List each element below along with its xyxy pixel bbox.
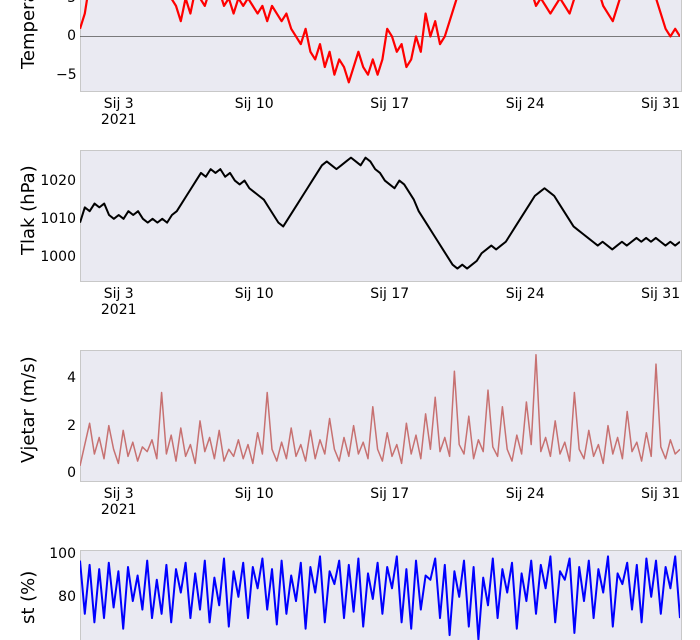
wind-series [80,350,680,480]
humidity-series [80,550,680,640]
humidity-line [80,556,680,639]
wind-xtick: Sij 17 [370,486,409,502]
wind-ytick: 0 [64,465,76,481]
wind-ytick: 4 [64,370,76,386]
temperature-series [80,0,680,90]
temperature-line [80,0,680,82]
pressure-series [80,150,680,280]
humidity-ytick: 100 [48,546,76,562]
humidity-ytick: 80 [56,589,76,605]
pressure-line [80,158,680,269]
wind-xtick: Sij 31 [641,486,680,502]
pressure-xtick: Sij 3 [104,286,134,302]
humidity-panel: st (%)80100Sij 32021Sij 10Sij 17Sij 24Si… [0,550,700,640]
wind-xtick: Sij 3 [104,486,134,502]
wind-year-label: 2021 [101,502,137,518]
pressure-xtick: Sij 10 [235,286,274,302]
temperature-xtick: Sij 24 [506,96,545,112]
pressure-ytick: 1020 [40,173,76,189]
temperature-ytick: −5 [56,67,76,83]
wind-line [80,355,680,466]
wind-xtick: Sij 10 [235,486,274,502]
wind-xtick: Sij 24 [506,486,545,502]
temperature-xtick: Sij 3 [104,96,134,112]
temperature-xtick: Sij 17 [370,96,409,112]
wind-ylabel: Vjetar (m/s) [18,356,39,463]
pressure-ytick: 1000 [40,249,76,265]
temperature-ylabel: Temperatura [18,0,39,69]
pressure-year-label: 2021 [101,302,137,318]
pressure-xtick: Sij 24 [506,286,545,302]
wind-panel: Vjetar (m/s) 0 2 4 Sij 32021 Sij 10 Sij 17 Sij … [0,350,700,540]
temperature-xtick: Sij 10 [235,96,274,112]
temperature-ytick: 0 [64,28,76,44]
temperature-year-label: 2021 [101,112,137,128]
pressure-xtick: Sij 17 [370,286,409,302]
humidity-ylabel: st (%) [18,571,39,624]
temperature-xtick: Sij 31 [641,96,680,112]
pressure-ylabel: Tlak (hPa) [18,165,39,255]
pressure-ytick: 1010 [40,211,76,227]
temperature-panel: Temperatura −5 0 5 Sij 32021 Sij 10 Sij 17 Sij … [0,0,700,150]
wind-ytick: 2 [64,418,76,434]
weather-figure: { "layout": { "width": 700, "height": 64… [0,0,700,640]
temperature-ytick: 5 [64,0,76,6]
pressure-xtick: Sij 31 [641,286,680,302]
pressure-panel: Tlak (hPa)1000 1010 1020 Sij 32021 Sij 10 Sij… [0,150,700,340]
